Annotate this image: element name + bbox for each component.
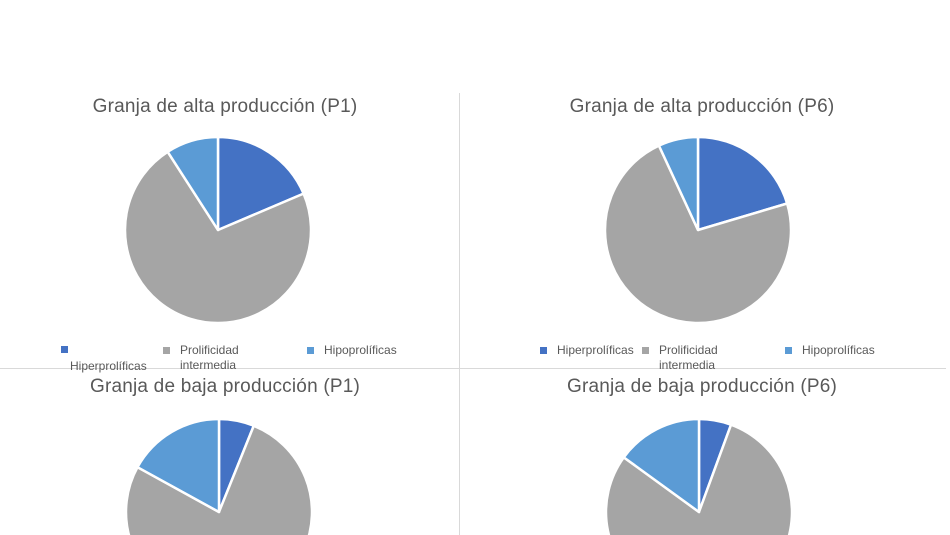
legend-marker-prolificidad-icon [642, 347, 649, 354]
legend-label: Hiperprolíficas [557, 343, 634, 357]
legend-item-hiperprolificas[interactable]: Hiperprolíficas [61, 346, 147, 374]
legend-item-hiperprolificas[interactable]: Hiperprolíficas [540, 343, 634, 358]
legend-marker-hipoprolificas-icon [785, 347, 792, 354]
vertical-divider [459, 93, 460, 535]
chart-baja-p1[interactable]: Granja de baja producción (P1) Hiperprol… [0, 368, 459, 535]
chart-title: Granja de baja producción (P6) [566, 376, 838, 397]
chart-baja-p6[interactable]: Granja de baja producción (P6) Hiperprol… [460, 368, 950, 535]
legend-item-prolificidad-intermedia[interactable]: Prolificidad intermedia [163, 343, 244, 373]
chart-alta-p1[interactable]: Granja de alta producción (P1) Hiperprol… [0, 93, 459, 373]
chart-title: Granja de alta producción (P6) [569, 96, 835, 117]
legend-item-hipoprolificas[interactable]: Hipoprolíficas [307, 343, 397, 358]
pie-baja-p6[interactable] [604, 417, 794, 535]
legend-label: Hipoprolíficas [802, 343, 875, 357]
legend-label: Hipoprolíficas [324, 343, 397, 357]
chart-alta-p6[interactable]: Granja de alta producción (P6) Hiperprol… [460, 93, 950, 373]
pie-alta-p6[interactable] [603, 135, 793, 325]
legend-item-prolificidad-intermedia[interactable]: Prolificidad intermedia [642, 343, 723, 373]
legend-marker-hipoprolificas-icon [307, 347, 314, 354]
legend-label: Prolificidad intermedia [180, 343, 239, 372]
chart-title: Granja de alta producción (P1) [92, 96, 358, 117]
legend-marker-hiperprolificas-icon [61, 346, 68, 353]
chart-title: Granja de baja producción (P1) [89, 376, 361, 397]
legend-label: Hiperprolíficas [70, 359, 147, 373]
horizontal-divider [0, 368, 946, 369]
pie-alta-p1[interactable] [123, 135, 313, 325]
legend-marker-prolificidad-icon [163, 347, 170, 354]
pie-baja-p1[interactable] [124, 417, 314, 535]
legend-label: Prolificidad intermedia [659, 343, 718, 372]
legend-marker-hiperprolificas-icon [540, 347, 547, 354]
legend-item-hipoprolificas[interactable]: Hipoprolíficas [785, 343, 875, 358]
